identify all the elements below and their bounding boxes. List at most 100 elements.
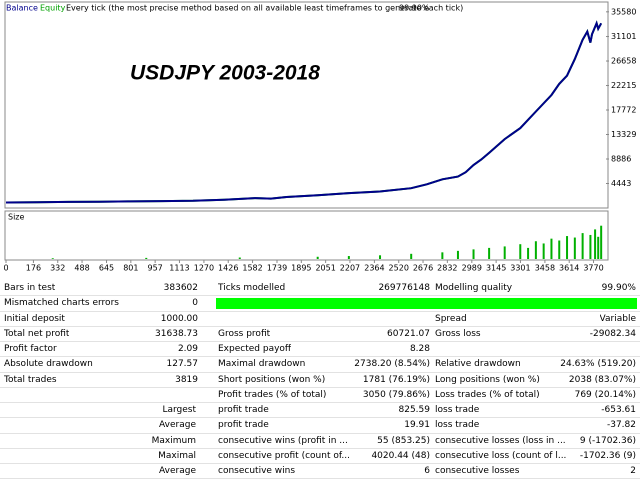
balance-chart: Balance Equity Every tick (the most prec… <box>3 1 636 273</box>
report-cell: 9 (-1702.36) <box>579 435 636 446</box>
x-tick-label: 1270 <box>194 264 214 273</box>
report-cell: 8.28 <box>409 344 430 354</box>
report-cell: 769 (20.14%) <box>574 389 636 400</box>
size-bar <box>145 257 148 259</box>
report-cell: 1781 (76.19%) <box>362 374 430 385</box>
report-cell: loss trade <box>435 405 480 415</box>
report-table: Bars in test 383602 Ticks modelled 26977614… <box>0 281 640 480</box>
size-bar <box>519 244 522 259</box>
row-separator <box>0 463 640 464</box>
x-tick-label: 2364 <box>364 264 384 273</box>
y-tick-label: 22215 <box>611 81 636 90</box>
report-cell: Short positions (won %) <box>218 374 326 385</box>
size-plot-frame <box>4 210 609 261</box>
modelling-quality-bar <box>216 298 637 310</box>
report-cell: 3050 (79.86%) <box>362 389 430 400</box>
x-tick-label: 3145 <box>486 264 506 273</box>
size-bar <box>488 247 491 259</box>
report-cell: Absolute drawdown <box>4 359 93 370</box>
y-tick-label: 13329 <box>611 130 636 139</box>
main-plot-frame <box>4 1 609 209</box>
size-bar <box>456 250 459 259</box>
row-separator <box>0 478 640 480</box>
report-cell: Modelling quality <box>435 283 513 293</box>
x-tick-label: 801 <box>123 264 138 273</box>
x-tick-label: 3614 <box>559 264 579 273</box>
test-quality: 99.90% <box>399 4 430 13</box>
report-cell: Mismatched charts errors <box>4 298 119 309</box>
row-separator <box>0 417 640 419</box>
report-cell: Spread <box>435 313 467 324</box>
size-bar <box>503 246 506 259</box>
report-cell: profit trade <box>218 420 269 431</box>
x-tick-label: 2676 <box>413 264 433 273</box>
report-cell: consecutive wins <box>218 466 296 476</box>
x-tick-label: 1426 <box>218 264 238 273</box>
report-cell: Gross profit <box>218 328 271 339</box>
report-cell: 4020.44 (48) <box>371 450 430 461</box>
report-cell: 2738.20 (8.54%) <box>354 359 430 370</box>
report-cell: 6 <box>424 466 430 476</box>
row-separator <box>0 447 640 449</box>
report-cell: Profit trades (% of total) <box>218 389 327 400</box>
report-cell: -29082.34 <box>589 328 636 339</box>
x-tick-label: 2520 <box>389 264 409 273</box>
report-cell: Maximum <box>151 435 196 446</box>
x-tick-label: 176 <box>26 264 41 273</box>
size-bar <box>441 252 444 259</box>
report-cell: 60721.07 <box>387 328 430 339</box>
row-separator <box>0 432 640 434</box>
report-cell: 99.90% <box>601 283 636 293</box>
report-cell: Expected payoff <box>218 344 292 354</box>
size-bar <box>472 249 475 259</box>
y-tick-label: 8886 <box>611 155 631 164</box>
report-cell: 825.59 <box>398 405 431 415</box>
report-cell: 24.63% (519.20) <box>560 359 636 370</box>
report-cell: -37.82 <box>606 420 636 431</box>
report-cell: -1702.36 (9) <box>579 450 636 461</box>
report-cell: -653.61 <box>601 405 636 415</box>
x-tick-label: 3458 <box>535 264 555 273</box>
size-bar <box>347 256 350 259</box>
x-tick-label: 1113 <box>169 264 189 273</box>
x-tick-label: 2832 <box>437 264 457 273</box>
report-cell: Long positions (won %) <box>435 374 540 385</box>
row-separator <box>0 356 640 358</box>
report-cell: Average <box>159 420 196 431</box>
x-tick-label: 3301 <box>510 264 530 273</box>
y-tick-label: 17772 <box>611 106 636 115</box>
size-bar <box>573 237 576 259</box>
report-cell: Variable <box>599 313 636 324</box>
x-tick-label: 2051 <box>315 264 335 273</box>
x-tick-label: 2207 <box>340 264 360 273</box>
test-mode: Every tick (the most precise method base… <box>66 4 463 13</box>
size-bar <box>581 233 584 259</box>
report-cell: 127.57 <box>166 359 199 370</box>
report-cell: consecutive loss (count of l... <box>435 450 567 461</box>
x-tick-label: 332 <box>50 264 65 273</box>
x-tick-label: 1739 <box>267 264 287 273</box>
legend-equity: Equity <box>40 4 66 13</box>
report-cell: Bars in test <box>4 283 56 293</box>
size-bar <box>51 258 54 259</box>
report-cell: Ticks modelled <box>218 283 286 293</box>
report-cell: Initial deposit <box>4 313 65 324</box>
size-title: Size <box>8 213 25 222</box>
size-bar <box>589 234 592 259</box>
row-separator <box>0 325 640 327</box>
row-separator <box>0 402 640 403</box>
x-tick-label: 2989 <box>462 264 482 273</box>
report-cell: profit trade <box>218 405 269 415</box>
size-bar <box>566 236 569 259</box>
x-tick-label: 3770 <box>583 264 603 273</box>
report-cell: 3819 <box>175 374 198 385</box>
report-cell: 2 <box>630 466 636 476</box>
report-cell: Largest <box>162 405 196 415</box>
y-tick-label: 31101 <box>611 32 636 41</box>
x-tick-label: 488 <box>74 264 89 273</box>
y-tick-label: 26658 <box>611 57 636 66</box>
report-cell: 269776148 <box>378 283 430 293</box>
report-cell: 31638.73 <box>155 328 198 339</box>
size-bar <box>316 256 319 259</box>
